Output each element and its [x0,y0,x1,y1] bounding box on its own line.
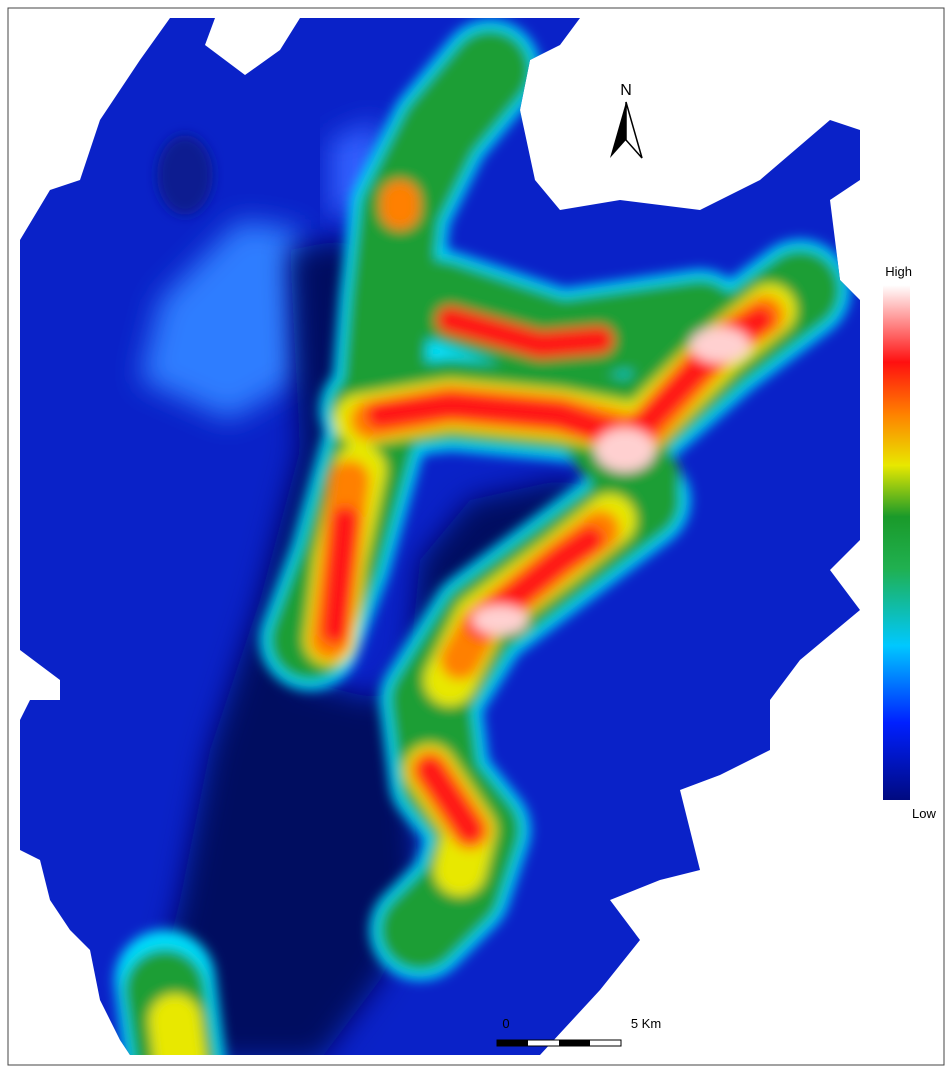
legend-low-label: Low [912,806,936,821]
map-figure: High Low N 0 5 Km [0,0,952,1073]
heat-map [0,0,952,1073]
scale-start-label: 0 [502,1016,509,1031]
legend-high-label: High [885,264,912,279]
scale-end-label: 5 Km [631,1016,661,1031]
north-label: N [620,82,632,99]
legend-color-bar [883,285,910,800]
low-spot [157,135,213,215]
north-arrow: N [610,82,642,158]
